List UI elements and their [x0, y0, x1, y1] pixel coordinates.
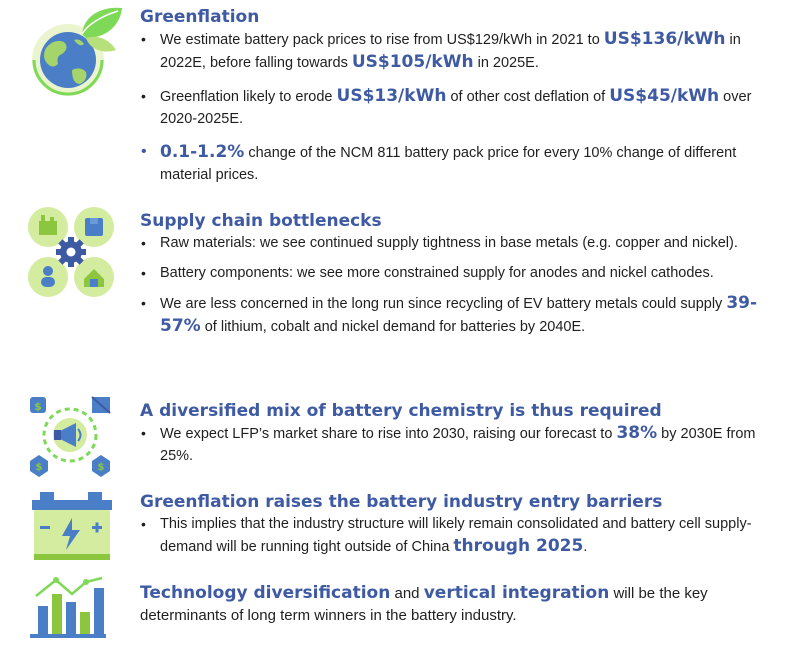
list-item: Greenflation likely to erode US$13/kWh o… — [140, 85, 789, 130]
highlight-value: US$45/kWh — [609, 86, 720, 106]
list-item: We expect LFP’s market share to rise int… — [140, 422, 789, 467]
list-item: We are less concerned in the long run si… — [140, 292, 789, 338]
highlight-value: US$13/kWh — [336, 86, 447, 106]
bullet-text: We expect LFP’s market share to rise int… — [160, 426, 617, 442]
conclusion-text: Technology diversification and vertical … — [140, 582, 789, 627]
svg-text:$: $ — [34, 400, 42, 413]
highlight-text: Technology diversification — [140, 583, 391, 603]
bullet-text: Raw materials: we see continued supply t… — [160, 235, 738, 251]
bullet-list: We expect LFP’s market share to rise int… — [140, 422, 789, 467]
supply-chain-gear-icon — [26, 205, 116, 304]
list-item: We estimate battery pack prices to rise … — [140, 28, 789, 74]
highlight-text: vertical integration — [423, 583, 610, 603]
section-heading: A diversified mix of battery chemistry i… — [140, 401, 662, 421]
section-heading: Greenflation — [140, 7, 260, 27]
bullet-text: change of the NCM 811 battery pack price… — [160, 145, 737, 183]
svg-text:$: $ — [36, 462, 43, 473]
bar-chart-trend-icon — [26, 572, 116, 647]
bullet-text: Battery components: we see more constrai… — [160, 265, 714, 281]
list-item: This implies that the industry structure… — [140, 513, 789, 558]
bullet-text: . — [583, 539, 588, 555]
list-item: Raw materials: we see continued supply t… — [140, 232, 789, 254]
bullet-text: We estimate battery pack prices to rise … — [160, 32, 604, 48]
highlight-value: US$136/kWh — [603, 29, 726, 49]
bullet-text: This implies that the industry structure… — [160, 516, 752, 555]
highlight-value: US$105/kWh — [351, 52, 474, 72]
bullet-text: of other cost deflation of — [446, 89, 610, 105]
body-text: will be the key determinants of long ter… — [140, 585, 708, 624]
bullet-text: over 2020-2025E. — [160, 89, 752, 127]
earth-leaf-icon — [26, 4, 126, 107]
highlight-value: 38% — [616, 423, 658, 443]
bullet-text: in 2025E. — [473, 55, 539, 71]
bullet-list: We estimate battery pack prices to rise … — [140, 28, 789, 186]
list-item: 0.1-1.2% change of the NCM 811 battery p… — [140, 141, 789, 186]
bullet-list: Raw materials: we see continued supply t… — [140, 232, 789, 338]
bullet-text: We are less concerned in the long run si… — [160, 296, 727, 312]
bullet-text: by 2030E from 25%. — [160, 426, 756, 464]
bullet-text: Greenflation likely to erode — [160, 89, 337, 105]
section-heading: Greenflation raises the battery industry… — [140, 492, 663, 512]
bullet-list: This implies that the industry structure… — [140, 513, 789, 558]
megaphone-network-icon: $ $ $ — [26, 393, 116, 482]
bullet-text: of lithium, cobalt and nickel demand for… — [200, 319, 586, 335]
section-heading: Supply chain bottlenecks — [140, 211, 382, 231]
body-text: and — [390, 585, 424, 602]
highlight-value: through 2025 — [453, 536, 584, 556]
highlight-value: 39-57% — [160, 293, 758, 336]
svg-text:$: $ — [98, 462, 105, 473]
battery-icon — [26, 490, 116, 571]
highlight-value: 0.1-1.2% — [160, 142, 245, 162]
bullet-text: in 2022E, before falling towards — [160, 32, 741, 71]
list-item: Battery components: we see more constrai… — [140, 262, 789, 284]
